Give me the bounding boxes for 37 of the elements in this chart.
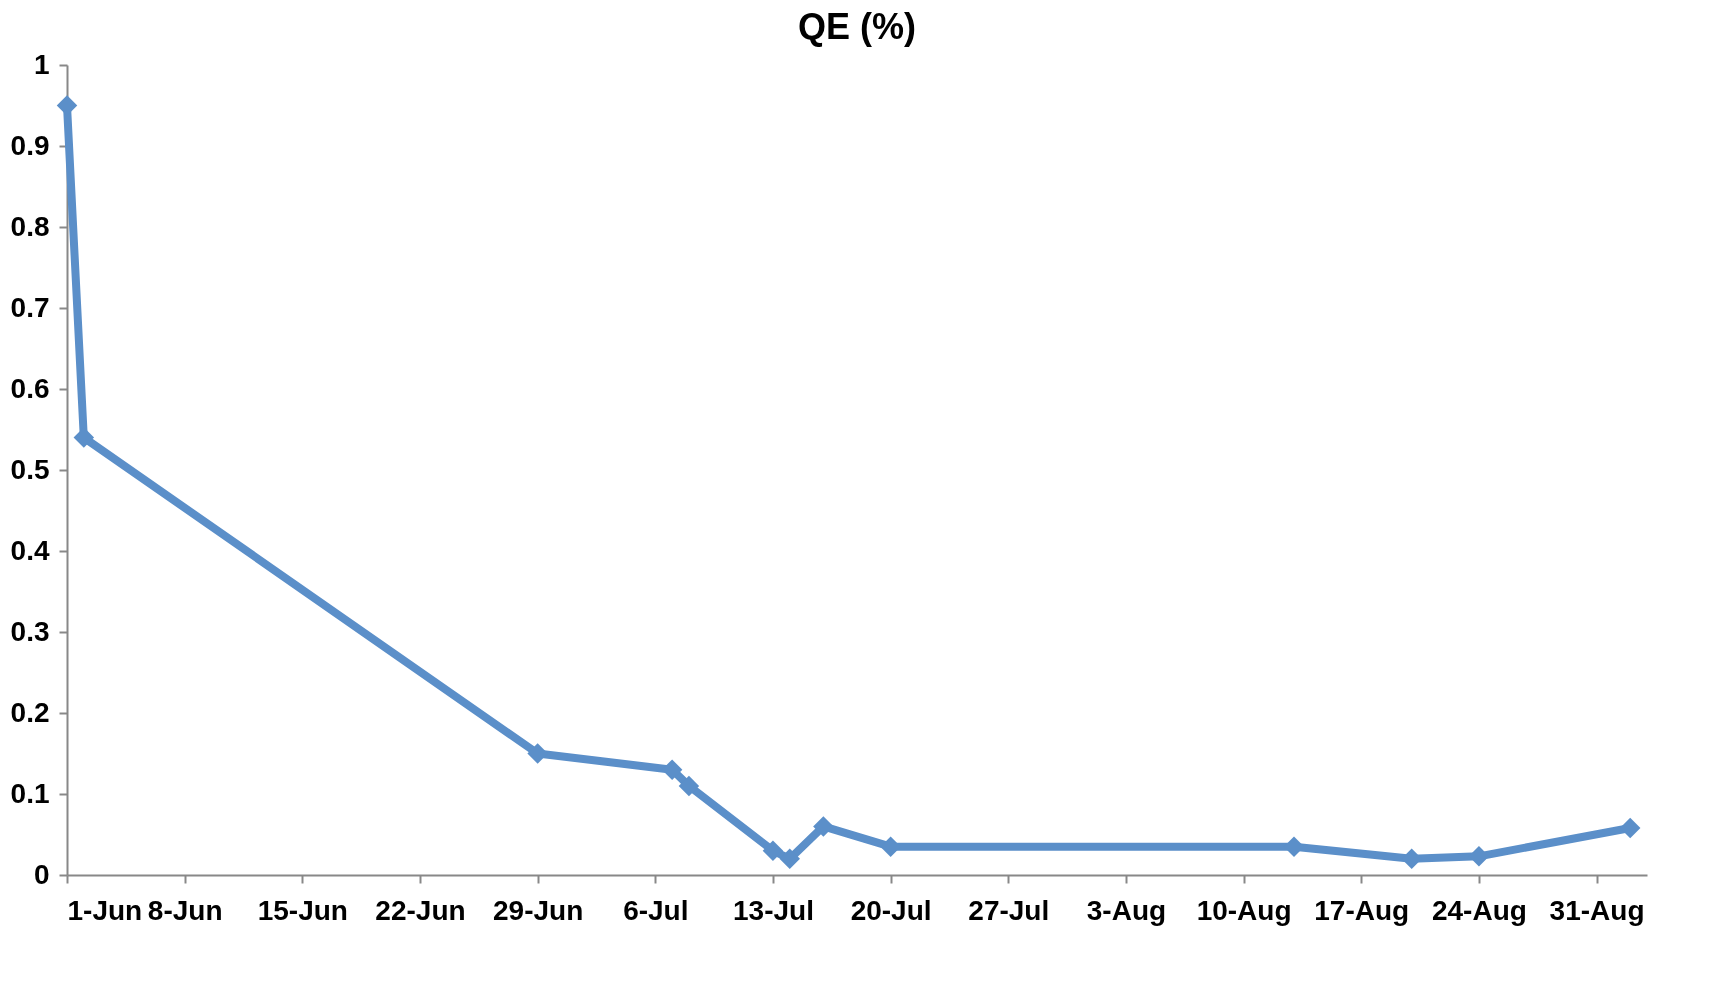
y-tick-label: 0.9 bbox=[10, 129, 50, 161]
y-tick-label: 1 bbox=[33, 48, 50, 80]
x-tick-label: 15-Jun bbox=[257, 894, 348, 926]
x-tick-label: 29-Jun bbox=[493, 894, 584, 926]
y-tick-label: 0 bbox=[33, 858, 50, 890]
x-tick-label: 10-Aug bbox=[1196, 894, 1292, 926]
point bbox=[813, 816, 834, 837]
point bbox=[762, 840, 784, 861]
point bbox=[56, 95, 78, 116]
y-tick-label: 0.6 bbox=[10, 372, 50, 404]
point bbox=[73, 427, 95, 448]
y-tick-label: 0.5 bbox=[10, 453, 50, 485]
point bbox=[880, 836, 901, 857]
x-tick-label: 8-Jun bbox=[147, 894, 223, 926]
x-tick-label: 24-Aug bbox=[1431, 894, 1527, 926]
x-tick-label: 17-Aug bbox=[1314, 894, 1410, 926]
y-tick-label: 0.2 bbox=[10, 696, 50, 728]
chart-title: QE (%) bbox=[797, 6, 917, 47]
point bbox=[1401, 848, 1422, 870]
point bbox=[678, 775, 700, 797]
x-tick-label: 3-Aug bbox=[1086, 894, 1167, 926]
x-tick-label: 22-Jun bbox=[375, 894, 466, 926]
x-tick-label: 20-Jul bbox=[850, 894, 932, 926]
y-tick-label: 0.1 bbox=[10, 777, 50, 809]
x-tick-label: 6-Jul bbox=[623, 894, 689, 926]
point bbox=[527, 743, 548, 764]
y-tick-label: 0.3 bbox=[10, 615, 50, 647]
x-tick-label: 1-Jun bbox=[67, 894, 143, 926]
y-tick-label: 0.4 bbox=[10, 534, 50, 566]
x-tick-label: 13-Jul bbox=[732, 894, 814, 926]
point bbox=[661, 759, 683, 780]
point bbox=[779, 848, 801, 870]
y-tick-label: 0.8 bbox=[10, 210, 50, 242]
x-tick-label: 27-Jul bbox=[968, 894, 1050, 926]
y-tick-label: 0.7 bbox=[10, 291, 50, 323]
point bbox=[1619, 817, 1641, 839]
x-tick-label: 31-Aug bbox=[1549, 894, 1645, 926]
